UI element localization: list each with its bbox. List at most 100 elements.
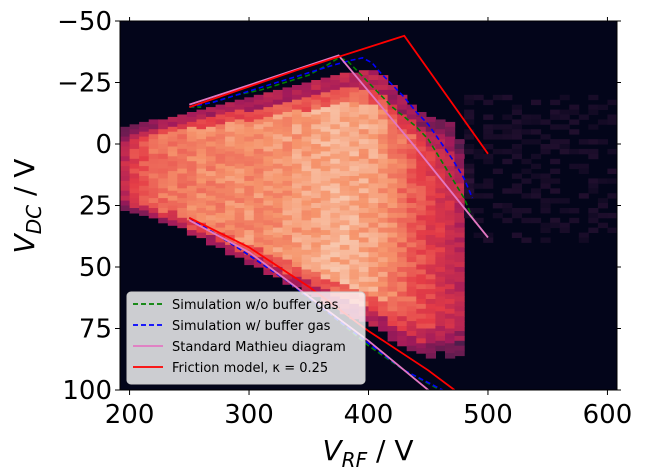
heatmap-cell xyxy=(521,178,532,184)
heatmap-cell xyxy=(406,306,417,312)
heatmap-cell xyxy=(196,109,207,116)
heatmap-cell xyxy=(320,107,331,113)
heatmap-cell xyxy=(292,262,303,268)
heatmap-cell xyxy=(339,161,350,167)
heatmap-cell xyxy=(435,163,446,170)
heatmap-cell xyxy=(550,124,561,130)
heatmap-cell xyxy=(387,134,398,140)
heatmap-cell xyxy=(397,335,408,342)
heatmap-cell xyxy=(397,296,408,302)
heatmap-cell xyxy=(301,161,312,167)
heatmap-cell xyxy=(330,188,341,194)
heatmap-cell xyxy=(234,109,245,116)
heatmap-cell xyxy=(215,208,226,214)
heatmap-cell xyxy=(483,183,494,189)
heatmap-cell xyxy=(387,296,398,302)
heatmap-cell xyxy=(330,168,341,175)
heatmap-cell xyxy=(569,119,580,125)
heatmap-cell xyxy=(206,146,217,152)
heatmap-cell xyxy=(425,318,436,325)
heatmap-cell xyxy=(435,306,446,312)
heatmap-cell xyxy=(559,198,570,204)
heatmap-cell xyxy=(454,306,465,312)
heatmap-cell xyxy=(263,210,274,216)
heatmap-cell xyxy=(454,144,465,150)
heatmap-cell xyxy=(301,249,312,256)
heatmap-cell xyxy=(330,247,341,253)
heatmap-cell xyxy=(139,141,150,147)
heatmap-cell xyxy=(272,183,284,189)
heatmap-cell xyxy=(378,158,389,165)
heatmap-cell xyxy=(301,112,312,118)
heatmap-cell xyxy=(320,259,331,266)
heatmap-cell xyxy=(454,178,465,184)
heatmap-cell xyxy=(358,75,370,81)
heatmap-cell xyxy=(320,284,331,290)
heatmap-cell xyxy=(368,227,379,234)
heatmap-cell xyxy=(473,193,484,199)
heatmap-cell xyxy=(320,161,331,167)
heatmap-cell xyxy=(320,112,331,118)
heatmap-cell xyxy=(263,126,274,133)
heatmap-cell xyxy=(397,281,408,288)
heatmap-cell xyxy=(253,208,264,214)
heatmap-cell xyxy=(445,210,456,216)
heatmap-cell xyxy=(406,286,417,293)
heatmap-cell xyxy=(339,190,350,197)
heatmap-cell xyxy=(253,139,264,145)
heatmap-cell xyxy=(425,323,436,330)
heatmap-cell xyxy=(464,134,475,140)
legend-box xyxy=(126,291,366,385)
heatmap-cell xyxy=(139,151,150,157)
heatmap-cell xyxy=(559,148,570,155)
heatmap-cell xyxy=(445,303,456,310)
heatmap-cell xyxy=(196,134,207,140)
heatmap-cell xyxy=(425,353,436,359)
heatmap-cell xyxy=(263,235,274,241)
heatmap-cell xyxy=(196,163,207,170)
heatmap-cell xyxy=(445,259,456,266)
heatmap-cell xyxy=(349,151,360,157)
heatmap-cell xyxy=(320,151,331,157)
heatmap-cell xyxy=(292,153,303,160)
heatmap-cell xyxy=(378,119,389,125)
heatmap-cell xyxy=(416,348,427,354)
series-line-simulation-w-buffer-gas xyxy=(188,217,443,390)
heatmap-cell xyxy=(167,180,178,187)
heatmap-cell xyxy=(301,254,312,261)
heatmap-cell xyxy=(358,163,370,170)
y-tick-label: 75 xyxy=(79,315,112,345)
heatmap-cell xyxy=(177,208,188,214)
heatmap-cell xyxy=(339,141,350,147)
heatmap-cell xyxy=(320,121,331,128)
heatmap-cell xyxy=(311,242,322,248)
heatmap-cell xyxy=(263,141,274,147)
heatmap-cell xyxy=(368,173,379,179)
heatmap-cell xyxy=(358,144,370,150)
heatmap-cell xyxy=(292,158,303,165)
heatmap-cell xyxy=(540,237,551,243)
heatmap-cell xyxy=(578,163,589,170)
heatmap-cell xyxy=(320,249,331,256)
heatmap-cell xyxy=(445,146,456,152)
heatmap-cell xyxy=(550,139,561,145)
heatmap-cell xyxy=(435,134,446,140)
heatmap-cell xyxy=(607,168,617,174)
heatmap-cell xyxy=(569,208,580,214)
heatmap-cell xyxy=(397,262,408,268)
heatmap-cell xyxy=(387,203,398,209)
heatmap-cell xyxy=(406,331,417,337)
heatmap-cell xyxy=(244,210,255,216)
heatmap-cell xyxy=(272,188,284,194)
heatmap-cell xyxy=(339,244,350,251)
heatmap-cell xyxy=(320,185,331,192)
heatmap-cell xyxy=(292,109,303,116)
heatmap-cell xyxy=(540,144,551,150)
heatmap-cell xyxy=(416,308,427,315)
heatmap-cell xyxy=(387,158,398,165)
heatmap-cell xyxy=(186,156,198,162)
heatmap-cell xyxy=(454,242,465,248)
heatmap-cell xyxy=(425,121,436,128)
heatmap-cell xyxy=(349,126,360,133)
heatmap-cell xyxy=(464,183,475,189)
